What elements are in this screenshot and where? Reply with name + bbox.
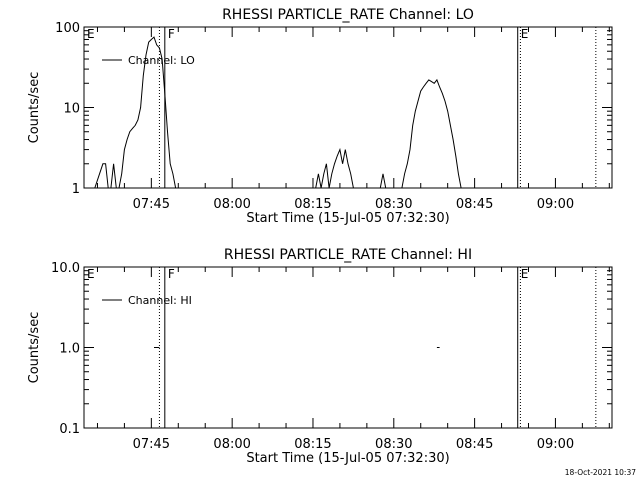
y-tick-label: 100 bbox=[55, 21, 80, 36]
legend-label: Channel: LO bbox=[128, 54, 195, 67]
event-annotation: F bbox=[168, 27, 175, 41]
x-tick-label: 08:00 bbox=[213, 437, 250, 452]
panel-2 bbox=[83, 266, 613, 429]
x-tick-label: 08:30 bbox=[375, 197, 412, 212]
event-annotation: E bbox=[521, 267, 529, 281]
event-annotation: E bbox=[87, 267, 95, 281]
x-tick-label: 08:30 bbox=[375, 437, 412, 452]
x-tick-label: 08:45 bbox=[456, 197, 493, 212]
x-tick-label: 09:00 bbox=[537, 437, 574, 452]
footer-timestamp: 18-Oct-2021 10:37 bbox=[565, 468, 636, 477]
y-tick-label: 10.0 bbox=[51, 261, 80, 276]
event-annotation: F bbox=[168, 267, 175, 281]
panel-title: RHESSI PARTICLE_RATE Channel: HI bbox=[224, 247, 472, 263]
x-tick-label: 08:15 bbox=[294, 437, 331, 452]
y-tick-label: 1 bbox=[72, 182, 80, 197]
event-annotation: E bbox=[521, 27, 529, 41]
x-tick-label: 08:15 bbox=[294, 197, 331, 212]
x-tick-label: 07:45 bbox=[133, 197, 170, 212]
panel-title: RHESSI PARTICLE_RATE Channel: LO bbox=[222, 7, 474, 23]
x-tick-label: 07:45 bbox=[133, 437, 170, 452]
legend-label: Channel: HI bbox=[128, 294, 192, 307]
y-tick-label: 1.0 bbox=[59, 342, 80, 357]
series-line bbox=[94, 36, 464, 189]
x-axis-label: Start Time (15-Jul-05 07:32:30) bbox=[246, 451, 449, 466]
y-axis-label: Counts/sec bbox=[27, 72, 42, 144]
event-annotation: E bbox=[87, 27, 95, 41]
x-tick-label: 09:00 bbox=[537, 197, 574, 212]
x-tick-label: 08:45 bbox=[456, 437, 493, 452]
x-axis-label: Start Time (15-Jul-05 07:32:30) bbox=[246, 211, 449, 226]
panel-1 bbox=[83, 26, 613, 189]
y-axis-label: Counts/sec bbox=[27, 312, 42, 384]
y-tick-label: 10 bbox=[63, 102, 80, 117]
x-tick-label: 08:00 bbox=[213, 197, 250, 212]
y-tick-label: 0.1 bbox=[59, 422, 80, 437]
